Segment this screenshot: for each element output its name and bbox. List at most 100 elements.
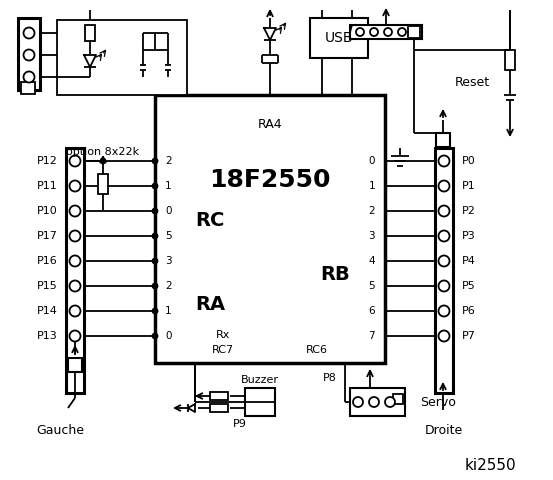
Text: ki2550: ki2550 [464, 457, 516, 472]
Text: P4: P4 [462, 256, 476, 266]
Text: 3: 3 [165, 256, 171, 266]
Text: 5: 5 [368, 281, 375, 291]
Circle shape [353, 397, 363, 407]
Text: 1: 1 [165, 181, 171, 191]
Circle shape [439, 280, 450, 291]
Circle shape [70, 230, 81, 241]
Bar [408, 26, 420, 38]
Text: 3: 3 [368, 231, 375, 241]
Bar [245, 388, 275, 416]
Text: USB: USB [325, 31, 353, 45]
Bar [68, 358, 82, 372]
Circle shape [153, 233, 158, 239]
Bar [210, 392, 228, 400]
Circle shape [70, 180, 81, 192]
Text: Reset: Reset [455, 76, 490, 89]
Text: P14: P14 [37, 306, 58, 316]
Circle shape [153, 284, 158, 288]
Bar [85, 25, 95, 41]
Text: 0: 0 [165, 331, 171, 341]
Circle shape [369, 397, 379, 407]
Circle shape [439, 230, 450, 241]
Text: P12: P12 [37, 156, 58, 166]
Text: Droite: Droite [425, 423, 463, 436]
Circle shape [153, 183, 158, 189]
Text: 2: 2 [165, 281, 171, 291]
Circle shape [70, 305, 81, 316]
Text: 2: 2 [368, 206, 375, 216]
Text: P0: P0 [462, 156, 476, 166]
Circle shape [370, 28, 378, 36]
Text: P11: P11 [37, 181, 58, 191]
Circle shape [101, 158, 106, 164]
Text: P3: P3 [462, 231, 476, 241]
Circle shape [70, 255, 81, 266]
Circle shape [439, 156, 450, 167]
Circle shape [23, 72, 34, 83]
Text: 0: 0 [165, 206, 171, 216]
Text: RB: RB [320, 265, 350, 285]
Text: P9: P9 [233, 419, 247, 429]
Text: RA4: RA4 [258, 119, 283, 132]
Text: 5: 5 [165, 231, 171, 241]
Polygon shape [264, 28, 276, 40]
Bar [393, 394, 403, 404]
Bar [505, 50, 515, 70]
Circle shape [439, 180, 450, 192]
Circle shape [385, 397, 395, 407]
Bar [18, 18, 40, 90]
Text: P10: P10 [37, 206, 58, 216]
Bar [21, 82, 35, 94]
Text: P13: P13 [37, 331, 58, 341]
Circle shape [153, 334, 158, 338]
Bar [350, 388, 405, 416]
Bar [57, 20, 187, 95]
Bar [310, 18, 368, 58]
Bar [350, 25, 422, 39]
Circle shape [398, 28, 406, 36]
Text: Rx: Rx [216, 330, 230, 340]
Circle shape [70, 331, 81, 341]
Bar [66, 148, 84, 393]
Bar [155, 95, 385, 363]
Circle shape [153, 208, 158, 214]
Circle shape [356, 28, 364, 36]
Circle shape [153, 259, 158, 264]
Circle shape [23, 49, 34, 60]
Text: P5: P5 [462, 281, 476, 291]
Bar [210, 404, 228, 412]
Text: Buzzer: Buzzer [241, 375, 279, 385]
Text: P2: P2 [462, 206, 476, 216]
Text: RC7: RC7 [212, 345, 234, 355]
Text: P7: P7 [462, 331, 476, 341]
Text: RA: RA [195, 296, 225, 314]
Text: Gauche: Gauche [36, 423, 84, 436]
Circle shape [70, 156, 81, 167]
Circle shape [23, 27, 34, 38]
Bar [435, 148, 453, 393]
Text: 2: 2 [165, 156, 171, 166]
Circle shape [153, 158, 158, 164]
Circle shape [439, 331, 450, 341]
Circle shape [153, 309, 158, 313]
Circle shape [439, 305, 450, 316]
Text: P8: P8 [323, 373, 337, 383]
Text: 4: 4 [368, 256, 375, 266]
Text: Servo: Servo [420, 396, 456, 408]
Bar [436, 133, 450, 147]
Text: P6: P6 [462, 306, 476, 316]
Circle shape [70, 280, 81, 291]
Polygon shape [84, 55, 96, 67]
Text: RC: RC [195, 211, 225, 229]
Circle shape [439, 205, 450, 216]
Circle shape [439, 255, 450, 266]
Text: 1: 1 [368, 181, 375, 191]
Bar [98, 174, 108, 194]
Text: P17: P17 [37, 231, 58, 241]
Text: 7: 7 [368, 331, 375, 341]
Text: 6: 6 [368, 306, 375, 316]
Circle shape [384, 28, 392, 36]
Text: RC6: RC6 [306, 345, 328, 355]
Text: 1: 1 [165, 306, 171, 316]
Text: P16: P16 [37, 256, 58, 266]
